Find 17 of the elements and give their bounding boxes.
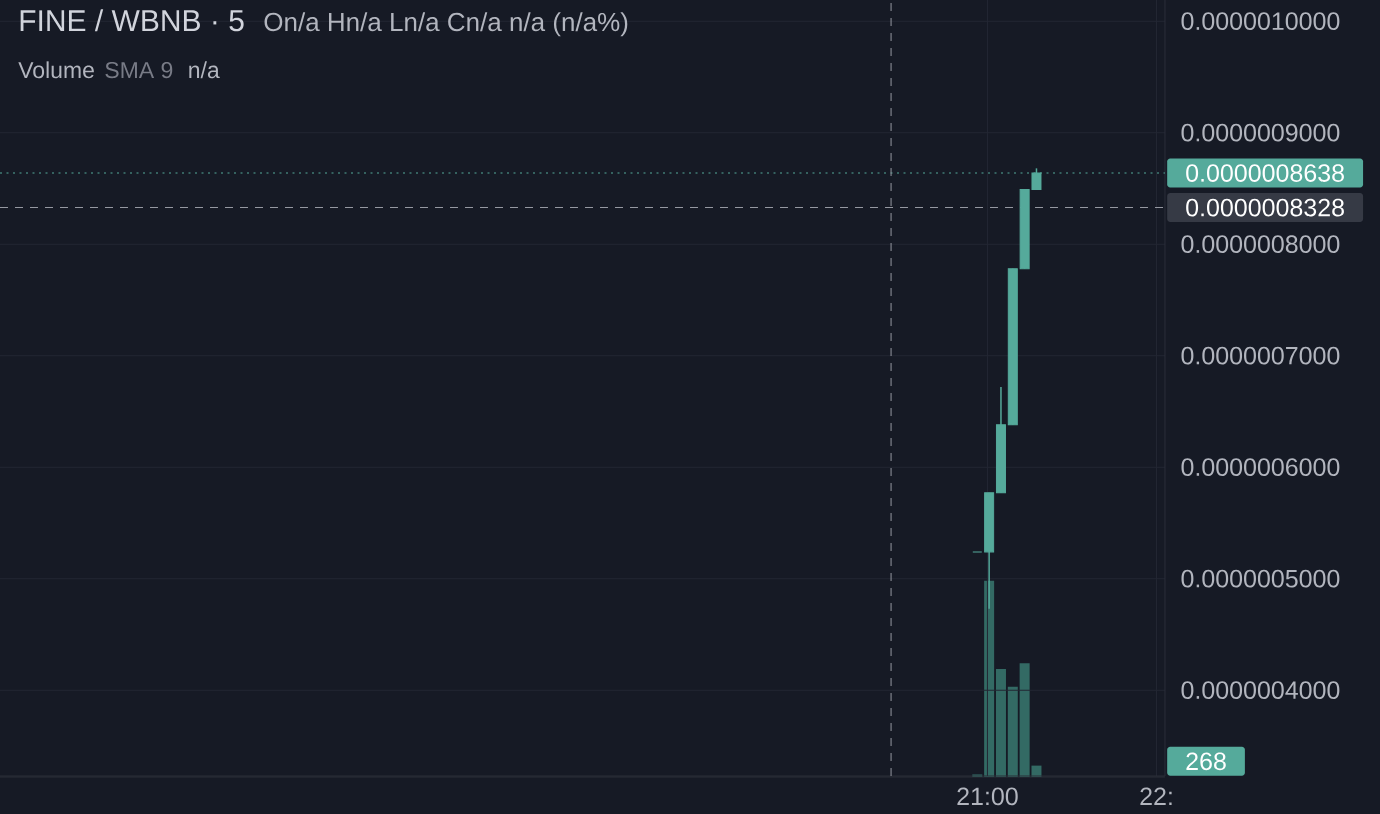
y-tick-label: 0.0000004000 <box>1181 681 1340 699</box>
x-tick-label: 22: <box>1140 787 1172 805</box>
y-tick-label: 0.0000005000 <box>1181 569 1340 588</box>
y-tick-label: 0.0000008000 <box>1181 235 1340 254</box>
y-tick-label: 0.0000009000 <box>1181 123 1340 142</box>
text: 268 <box>1186 752 1226 771</box>
chart-subtitle: On/a Hn/a Ln/a Cn/a n/a (n/a%) <box>264 12 628 37</box>
y-tick-label: 0.0000006000 <box>1181 458 1340 477</box>
chart-title: FINE / WBNB · 5 <box>20 9 244 32</box>
y-tick-label: 0.0000010000 <box>1181 12 1340 31</box>
ref-line-label: 0.0000008638 <box>1186 164 1344 182</box>
ref-line-label: 0.0000008328 <box>1186 198 1344 217</box>
y-tick-label: 0.0000007000 <box>1181 346 1340 365</box>
chart-title: Volume <box>18 61 94 79</box>
annotation: n/a <box>189 61 220 79</box>
x-tick-label: 21:00 <box>957 787 1018 806</box>
annotation: SMA 9 <box>105 61 173 79</box>
